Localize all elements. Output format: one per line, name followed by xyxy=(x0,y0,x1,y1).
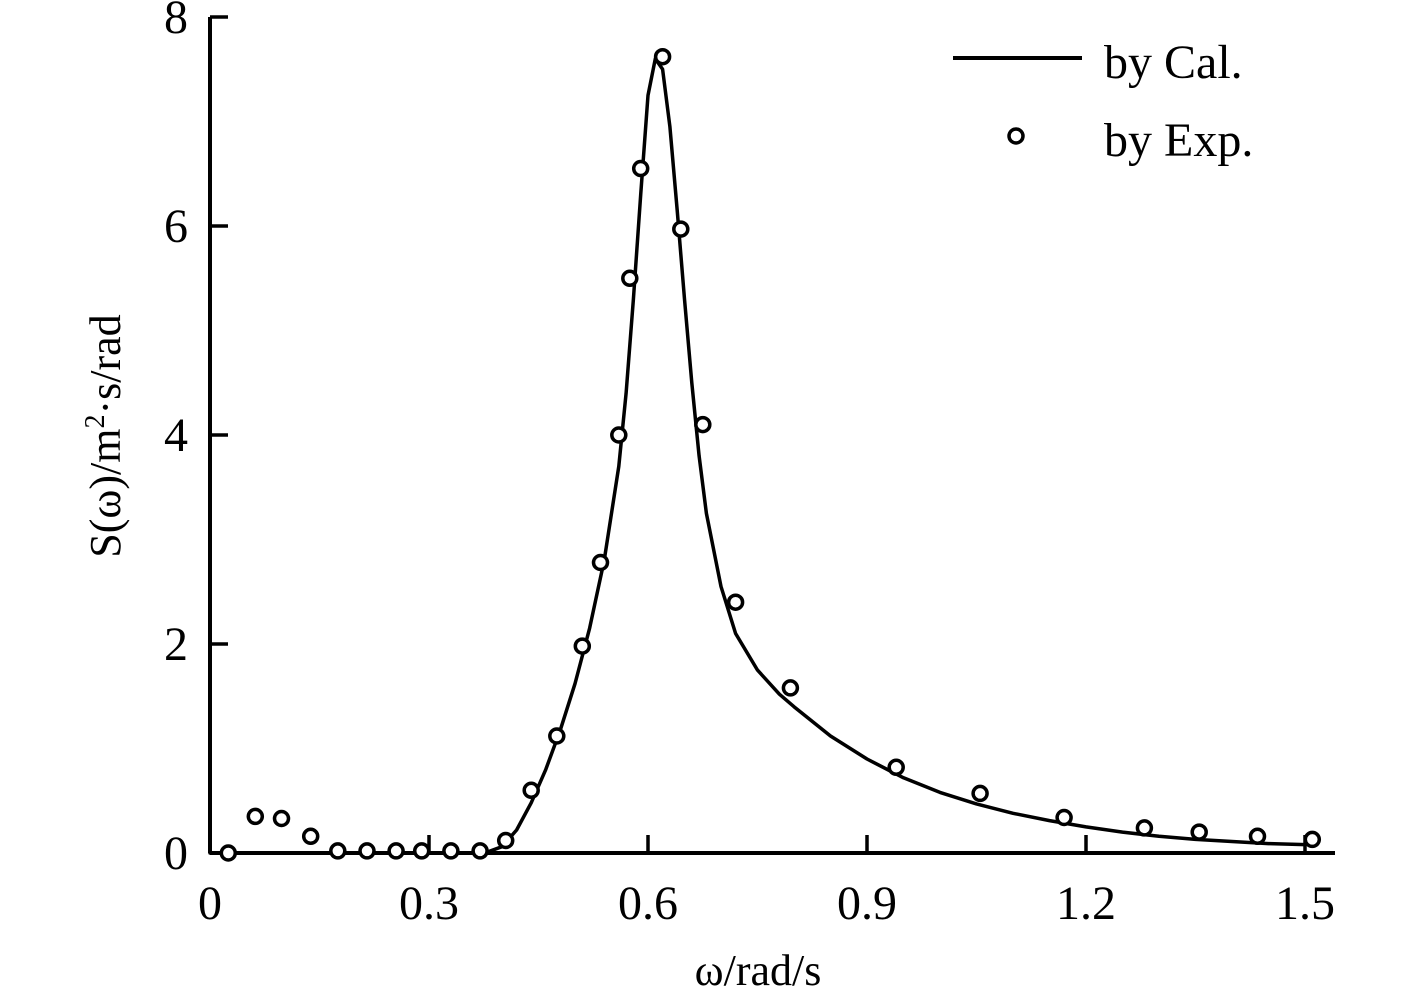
experimental-point xyxy=(971,784,989,803)
x-tick-label: 1.2 xyxy=(1056,877,1116,930)
experimental-point xyxy=(573,637,592,655)
experimental-point xyxy=(621,269,639,288)
y-axis-label-superscript: 2 xyxy=(80,415,111,429)
experimental-point xyxy=(496,831,515,850)
x-tick-label: 0.9 xyxy=(837,877,897,930)
legend: by Cal. by Exp. xyxy=(953,36,1253,167)
x-tick-label: 0 xyxy=(198,877,222,930)
experimental-point xyxy=(387,842,405,860)
x-tick-label: 0.6 xyxy=(618,877,678,930)
experimental-point xyxy=(726,593,745,611)
experimental-point xyxy=(329,842,347,860)
experimental-point xyxy=(1190,823,1208,841)
y-tick-label: 0 xyxy=(164,827,188,880)
y-tick-label: 2 xyxy=(164,618,188,671)
experimental-point xyxy=(694,415,712,434)
experimental-point xyxy=(631,159,650,178)
y-axis-label: S(ω)/m2·s/rad xyxy=(80,314,130,557)
experimental-point xyxy=(442,842,460,860)
legend-marker-swatch xyxy=(1007,127,1025,145)
experimental-point xyxy=(653,47,672,66)
experimental-point xyxy=(548,727,566,745)
experimental-point xyxy=(887,758,905,777)
y-tick-label: 8 xyxy=(164,0,188,44)
experimental-point xyxy=(471,842,489,860)
experimental-point xyxy=(412,842,431,860)
legend-label-calculated: by Cal. xyxy=(1104,36,1243,89)
experimental-point xyxy=(358,842,376,860)
experimental-point xyxy=(522,781,540,800)
x-tick-label: 1.5 xyxy=(1275,877,1335,930)
experimental-point xyxy=(1303,830,1322,849)
calculated-series-line xyxy=(208,57,1307,855)
x-tick-label: 0.3 xyxy=(399,877,459,930)
y-axis-label-main: S(ω)/m xyxy=(81,429,130,558)
experimental-point xyxy=(781,679,800,697)
y-axis-label-rest: ·s/rad xyxy=(81,314,130,414)
plot-series xyxy=(208,47,1322,862)
x-axis-label: ω/rad/s xyxy=(695,946,822,992)
experimental-point xyxy=(272,809,291,828)
y-tick-label: 4 xyxy=(164,409,188,462)
y-ticks: 0 2 4 6 8 xyxy=(164,0,228,880)
experimental-point xyxy=(1248,827,1267,846)
experimental-point xyxy=(301,827,320,846)
experimental-point xyxy=(1055,808,1073,827)
y-tick-label: 6 xyxy=(164,200,188,253)
legend-label-experimental: by Exp. xyxy=(1104,114,1253,167)
experimental-point xyxy=(591,553,610,572)
experimental-point xyxy=(219,844,238,862)
experimental-point xyxy=(672,220,690,238)
experimental-point xyxy=(610,426,628,444)
experimental-point xyxy=(1135,819,1154,837)
experimental-point xyxy=(246,807,265,826)
